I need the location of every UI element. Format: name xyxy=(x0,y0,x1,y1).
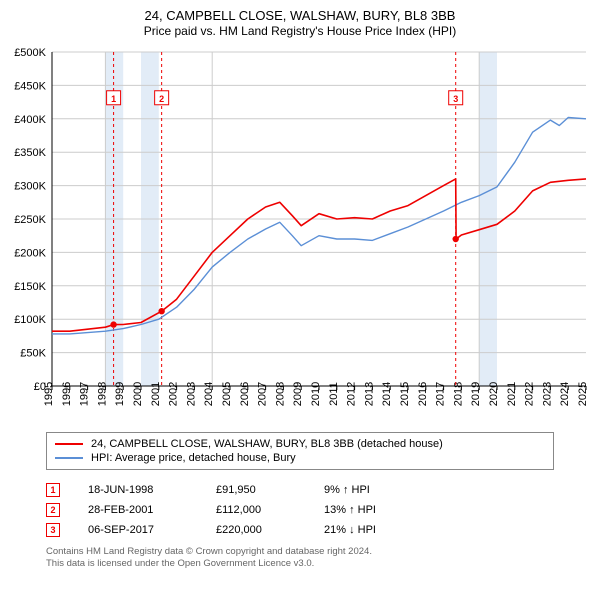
svg-text:£400K: £400K xyxy=(14,114,46,126)
svg-text:£450K: £450K xyxy=(14,80,46,92)
chart-subtitle: Price paid vs. HM Land Registry's House … xyxy=(6,24,594,38)
svg-text:£200K: £200K xyxy=(14,247,46,259)
sales-table: 1 18-JUN-1998 £91,950 9% ↑ HPI 2 28-FEB-2001 £… xyxy=(46,480,554,540)
sale-marker-icon: 3 xyxy=(46,523,60,537)
legend-swatch xyxy=(55,443,83,445)
sale-date: 18-JUN-1998 xyxy=(88,484,188,496)
svg-text:2023: 2023 xyxy=(541,382,553,406)
sale-row: 3 06-SEP-2017 £220,000 21% ↓ HPI xyxy=(46,520,554,540)
svg-text:3: 3 xyxy=(453,94,458,104)
svg-text:£350K: £350K xyxy=(14,147,46,159)
legend-swatch xyxy=(55,457,83,459)
svg-text:£500K: £500K xyxy=(14,47,46,59)
legend-item: 24, CAMPBELL CLOSE, WALSHAW, BURY, BL8 3… xyxy=(55,437,545,451)
legend-label: HPI: Average price, detached house, Bury xyxy=(91,452,296,464)
legend: 24, CAMPBELL CLOSE, WALSHAW, BURY, BL8 3… xyxy=(46,432,554,470)
svg-text:2002: 2002 xyxy=(168,382,180,406)
svg-text:2013: 2013 xyxy=(363,382,375,406)
svg-text:1997: 1997 xyxy=(79,382,91,406)
svg-text:2006: 2006 xyxy=(239,382,251,406)
sale-marker-icon: 1 xyxy=(46,483,60,497)
svg-text:1996: 1996 xyxy=(61,382,73,406)
svg-text:£100K: £100K xyxy=(14,314,46,326)
svg-text:2019: 2019 xyxy=(470,382,482,406)
svg-text:1998: 1998 xyxy=(96,382,108,406)
legend-label: 24, CAMPBELL CLOSE, WALSHAW, BURY, BL8 3… xyxy=(91,438,443,450)
sale-marker-icon: 2 xyxy=(46,503,60,517)
footer-line-2: This data is licensed under the Open Gov… xyxy=(46,558,554,570)
svg-text:1995: 1995 xyxy=(43,382,55,406)
svg-text:2010: 2010 xyxy=(310,382,322,406)
sale-hpi-diff: 9% ↑ HPI xyxy=(324,484,404,496)
sale-row: 1 18-JUN-1998 £91,950 9% ↑ HPI xyxy=(46,480,554,500)
sale-row: 2 28-FEB-2001 £112,000 13% ↑ HPI xyxy=(46,500,554,520)
chart-container: 24, CAMPBELL CLOSE, WALSHAW, BURY, BL8 3… xyxy=(0,0,600,577)
chart-title: 24, CAMPBELL CLOSE, WALSHAW, BURY, BL8 3… xyxy=(6,8,594,23)
svg-text:2007: 2007 xyxy=(257,382,269,406)
svg-text:2000: 2000 xyxy=(132,382,144,406)
svg-text:2: 2 xyxy=(159,94,164,104)
svg-text:2015: 2015 xyxy=(399,382,411,406)
legend-item: HPI: Average price, detached house, Bury xyxy=(55,451,545,465)
svg-text:2025: 2025 xyxy=(577,382,589,406)
svg-text:2021: 2021 xyxy=(506,382,518,406)
footer-line-1: Contains HM Land Registry data © Crown c… xyxy=(46,546,554,558)
svg-text:£150K: £150K xyxy=(14,281,46,293)
svg-text:2017: 2017 xyxy=(435,382,447,406)
footer-attribution: Contains HM Land Registry data © Crown c… xyxy=(46,546,554,571)
sale-date: 28-FEB-2001 xyxy=(88,504,188,516)
svg-text:2003: 2003 xyxy=(185,382,197,406)
svg-text:2012: 2012 xyxy=(346,382,358,406)
svg-text:2016: 2016 xyxy=(417,382,429,406)
plot-wrap: £0£50K£100K£150K£200K£250K£300K£350K£400… xyxy=(6,46,594,426)
svg-text:1: 1 xyxy=(111,94,116,104)
sale-hpi-diff: 21% ↓ HPI xyxy=(324,524,404,536)
svg-text:2022: 2022 xyxy=(524,382,536,406)
svg-text:2005: 2005 xyxy=(221,382,233,406)
svg-text:2024: 2024 xyxy=(559,382,571,406)
svg-text:2001: 2001 xyxy=(150,382,162,406)
svg-text:2009: 2009 xyxy=(292,382,304,406)
svg-text:2018: 2018 xyxy=(452,382,464,406)
svg-text:2004: 2004 xyxy=(203,382,215,406)
sale-date: 06-SEP-2017 xyxy=(88,524,188,536)
svg-text:£300K: £300K xyxy=(14,181,46,193)
svg-text:£50K: £50K xyxy=(20,348,46,360)
svg-text:1999: 1999 xyxy=(114,382,126,406)
sale-price: £112,000 xyxy=(216,504,296,516)
svg-text:2020: 2020 xyxy=(488,382,500,406)
sale-hpi-diff: 13% ↑ HPI xyxy=(324,504,404,516)
sale-price: £220,000 xyxy=(216,524,296,536)
sale-price: £91,950 xyxy=(216,484,296,496)
svg-text:2008: 2008 xyxy=(274,382,286,406)
svg-text:£250K: £250K xyxy=(14,214,46,226)
svg-text:2014: 2014 xyxy=(381,382,393,406)
line-chart: £0£50K£100K£150K£200K£250K£300K£350K£400… xyxy=(6,46,594,426)
